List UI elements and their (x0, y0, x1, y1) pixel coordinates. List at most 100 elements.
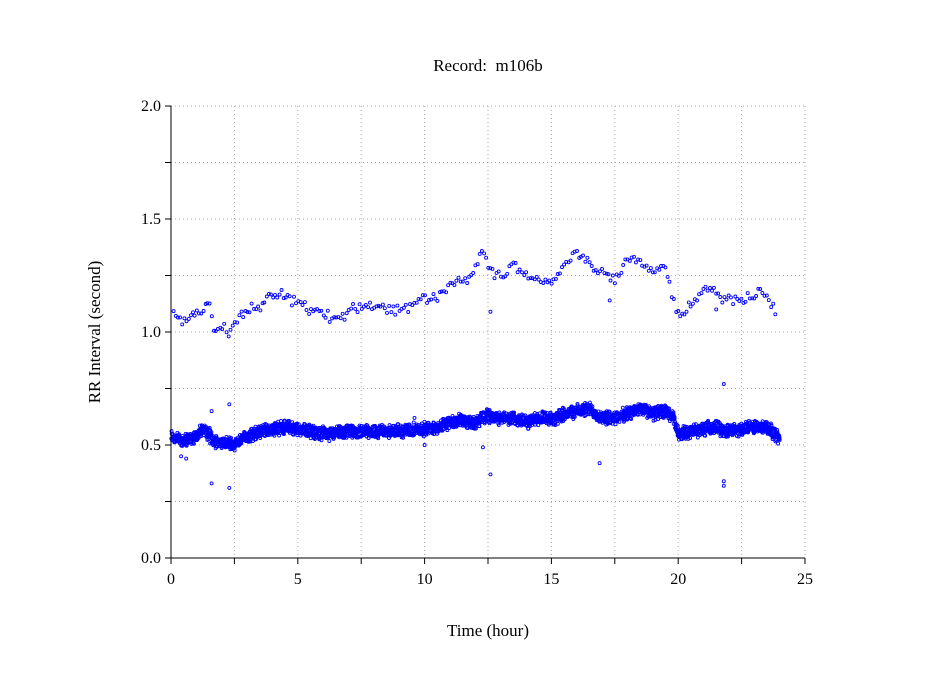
data-point (254, 307, 259, 312)
data-point (505, 271, 510, 276)
data-point (511, 260, 516, 265)
data-point (777, 437, 782, 442)
data-point (492, 276, 497, 281)
data-point (560, 265, 564, 270)
x-tick-label: 20 (670, 571, 686, 588)
data-point (722, 295, 727, 300)
data-point (412, 415, 417, 420)
data-point (555, 272, 560, 276)
data-point (411, 433, 416, 438)
data-point (652, 270, 657, 275)
data-point (245, 310, 250, 314)
data-point (382, 306, 387, 311)
data-point (721, 382, 726, 386)
data-point (536, 277, 541, 282)
data-point (194, 308, 199, 313)
data-point (307, 311, 312, 316)
data-point (429, 297, 434, 302)
data-point (581, 253, 585, 258)
data-point (568, 258, 573, 263)
data-point (178, 315, 182, 320)
data-point (555, 421, 560, 426)
data-point (304, 308, 309, 312)
data-point (488, 309, 493, 314)
y-tick-label: 0.5 (141, 437, 161, 454)
data-point (184, 456, 189, 461)
data-point (277, 292, 282, 297)
data-point (224, 330, 229, 335)
data-point (718, 295, 723, 299)
data-point (676, 309, 681, 313)
data-point (663, 265, 668, 270)
data-point (385, 310, 389, 315)
data-point (298, 300, 303, 305)
data-point (279, 419, 283, 423)
data-point (747, 296, 752, 301)
data-point (488, 266, 493, 271)
data-point (705, 288, 710, 293)
data-point (773, 312, 778, 317)
data-point (226, 334, 231, 339)
x-tick-label: 5 (294, 571, 302, 588)
data-point (478, 420, 482, 425)
data-point (695, 435, 700, 440)
data-point (768, 421, 773, 426)
data-point (368, 300, 372, 305)
data-point (387, 425, 392, 430)
data-point (589, 264, 594, 268)
data-point (758, 287, 763, 291)
data-point (463, 276, 468, 281)
data-point (292, 294, 296, 299)
data-point (437, 290, 442, 295)
data-point (469, 273, 474, 278)
data-point (735, 297, 740, 301)
data-point (528, 276, 533, 281)
data-point (465, 426, 470, 431)
data-point (720, 300, 725, 305)
data-point (281, 296, 286, 301)
data-point (486, 265, 491, 270)
y-tick-label: 0.0 (141, 550, 161, 567)
data-point (762, 293, 767, 298)
data-point (321, 313, 326, 318)
data-point (290, 422, 295, 427)
data-point (327, 439, 332, 443)
data-point (473, 426, 478, 431)
data-point (309, 307, 313, 312)
data-point (737, 299, 742, 303)
data-point (590, 404, 595, 409)
data-point (175, 315, 180, 320)
data-point (338, 316, 343, 321)
data-point (536, 423, 541, 428)
data-point (646, 268, 651, 273)
data-point (241, 315, 246, 320)
data-point (258, 308, 263, 313)
data-point (258, 436, 263, 440)
data-point (732, 422, 737, 426)
data-point (325, 308, 330, 313)
data-point (426, 420, 431, 425)
data-point (454, 278, 459, 283)
data-point (616, 273, 621, 278)
data-point (490, 266, 495, 271)
data-point (716, 291, 721, 296)
data-point (612, 281, 617, 286)
data-point (597, 269, 602, 274)
data-point (199, 311, 204, 316)
data-point (422, 443, 427, 447)
data-point (711, 285, 716, 290)
data-point (546, 422, 551, 427)
data-point (458, 279, 463, 284)
data-point (207, 301, 212, 306)
y-tick-label: 2.0 (141, 98, 161, 115)
data-point (621, 263, 626, 267)
data-point (300, 303, 305, 307)
data-point (606, 272, 611, 277)
data-point (230, 323, 235, 328)
data-point (731, 302, 736, 307)
data-point (543, 277, 548, 282)
data-point (439, 289, 444, 294)
data-point (212, 328, 216, 333)
data-point (551, 277, 556, 282)
